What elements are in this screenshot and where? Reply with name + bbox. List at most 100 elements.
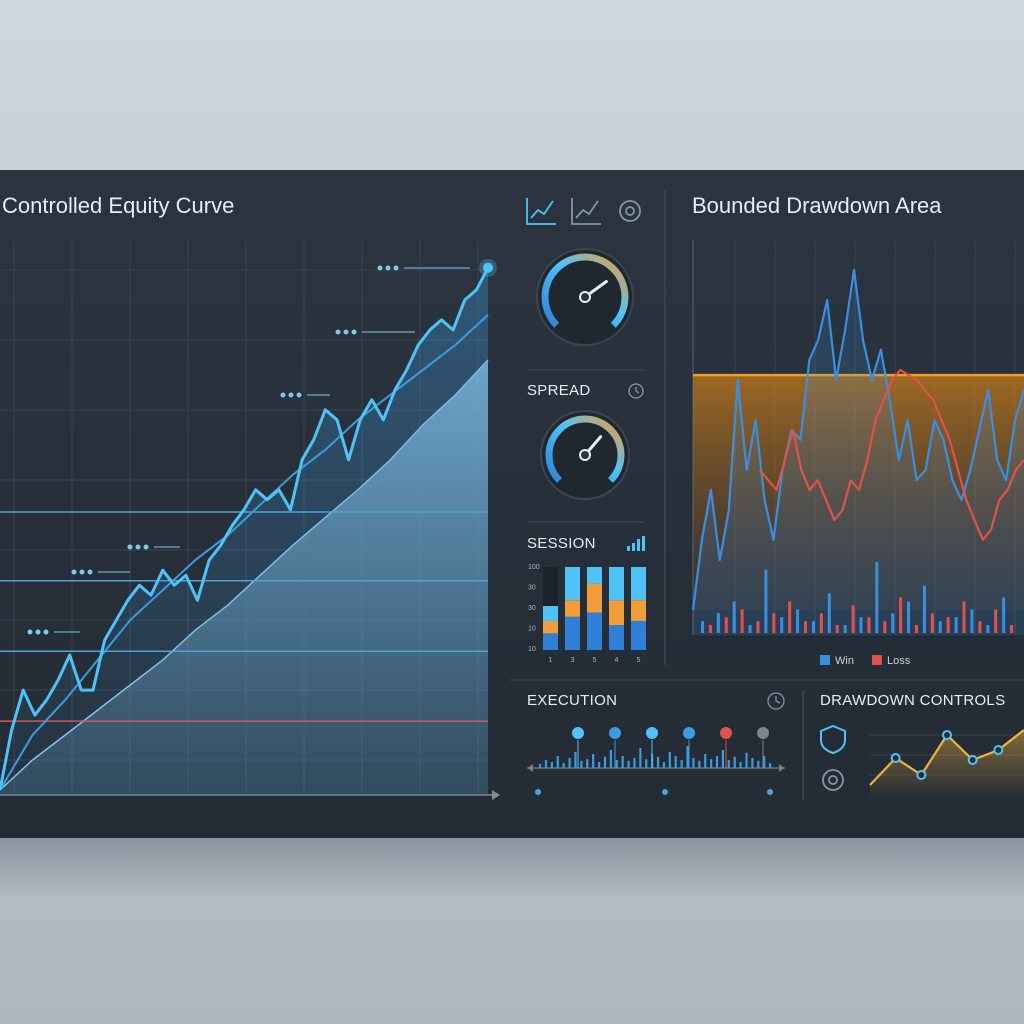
chart-icon <box>571 198 601 225</box>
legend-swatch <box>872 655 882 665</box>
stacked-bar <box>631 620 646 650</box>
stacked-bar <box>609 600 624 626</box>
execution-bar <box>686 746 689 768</box>
execution-bar <box>615 760 618 768</box>
execution-bar <box>692 758 695 768</box>
execution-bar <box>621 756 624 768</box>
callout-dot <box>71 569 77 575</box>
execution-bar <box>727 760 730 768</box>
clock-icon <box>767 692 785 710</box>
stacked-bar <box>565 616 580 650</box>
callout-dot <box>343 329 349 335</box>
volume-bar <box>851 605 855 633</box>
execution-bar <box>656 756 660 768</box>
callout-dot <box>280 392 286 398</box>
section-title: DRAWDOWN CONTROLS <box>820 692 1005 709</box>
panel-shadow <box>0 838 1024 898</box>
volume-bar <box>946 617 950 633</box>
x-tick-label: 5 <box>637 657 641 664</box>
stacked-bar <box>543 620 558 634</box>
stacked-bar <box>609 625 624 650</box>
volume-bar <box>772 613 776 633</box>
stacked-bar <box>565 567 580 601</box>
volume-bar <box>732 601 736 633</box>
volume-bar <box>986 625 990 633</box>
callout-dot <box>87 569 93 575</box>
callout-dot <box>385 265 391 271</box>
y-tick-label: 30 <box>528 584 536 591</box>
axis-arrow <box>779 764 785 772</box>
marker <box>683 727 695 739</box>
volume-bar <box>891 613 895 633</box>
x-tick-label: 5 <box>593 657 597 664</box>
gauge-hub <box>579 449 591 461</box>
section-title: SESSION <box>527 535 596 552</box>
callout-dot <box>377 265 383 271</box>
execution-bar <box>574 752 577 768</box>
y-tick-label: 30 <box>528 605 536 612</box>
callout-dot <box>43 629 49 635</box>
drawdown-fill <box>693 270 1024 635</box>
marker <box>572 727 584 739</box>
volume-bar <box>796 609 800 633</box>
controls-area <box>870 730 1024 800</box>
execution-bar <box>710 759 713 768</box>
callout-dot <box>35 629 41 635</box>
volume-bar <box>756 621 760 633</box>
volume-bar <box>962 601 966 633</box>
callout-dot <box>335 329 341 335</box>
execution-bar <box>592 754 595 768</box>
clock-icon <box>628 383 644 399</box>
volume-bar <box>716 613 720 633</box>
callout-dot <box>135 544 141 550</box>
stacked-bar <box>587 583 602 613</box>
volume-bar <box>764 569 768 633</box>
equity-panel: Controlled Equity Curve <box>2 193 234 218</box>
volume-bar <box>701 621 704 633</box>
volume-bar <box>930 613 934 633</box>
timeline-dot <box>662 789 668 795</box>
execution-bar <box>698 760 701 768</box>
execution-bar <box>562 763 565 768</box>
execution-bar <box>763 756 766 768</box>
execution-bar <box>556 756 559 768</box>
volume-bar <box>804 621 808 633</box>
axis-arrow <box>492 790 500 800</box>
volume-bar <box>922 585 926 633</box>
execution-bar <box>597 762 601 768</box>
controls-point <box>993 745 1004 755</box>
volume-bar <box>994 609 998 633</box>
equity-line-fill <box>0 267 488 795</box>
x-tick-label: 1 <box>549 657 553 664</box>
execution-bar <box>733 756 736 768</box>
y-tick-label: 10 <box>528 646 536 653</box>
execution-bar <box>539 764 542 768</box>
execution-bar <box>645 759 648 768</box>
volume-bar <box>859 617 863 633</box>
execution-bar <box>609 750 612 768</box>
section-title: SPREAD <box>527 382 591 399</box>
timeline-dot <box>535 789 541 795</box>
stacked-bar <box>543 606 558 621</box>
callout-dot <box>393 265 399 271</box>
marker <box>757 727 769 739</box>
callout-dot <box>127 544 133 550</box>
volume-bar <box>867 617 871 633</box>
volume-bar <box>938 621 942 633</box>
marker <box>720 727 732 739</box>
volume-bar <box>1010 625 1014 633</box>
callout-dot <box>288 392 294 398</box>
execution-bar <box>603 756 607 768</box>
execution-bar <box>680 760 683 768</box>
endpoint <box>483 262 493 273</box>
section-title: EXECUTION <box>527 692 617 709</box>
execution-bar <box>580 760 583 768</box>
volume-bar <box>883 621 887 633</box>
x-tick-label: 4 <box>615 657 619 664</box>
volume-bar <box>914 625 918 633</box>
volume-bar <box>780 617 784 633</box>
execution-bar <box>745 752 748 768</box>
volume-bar <box>907 601 911 633</box>
bars-icon <box>627 536 645 551</box>
